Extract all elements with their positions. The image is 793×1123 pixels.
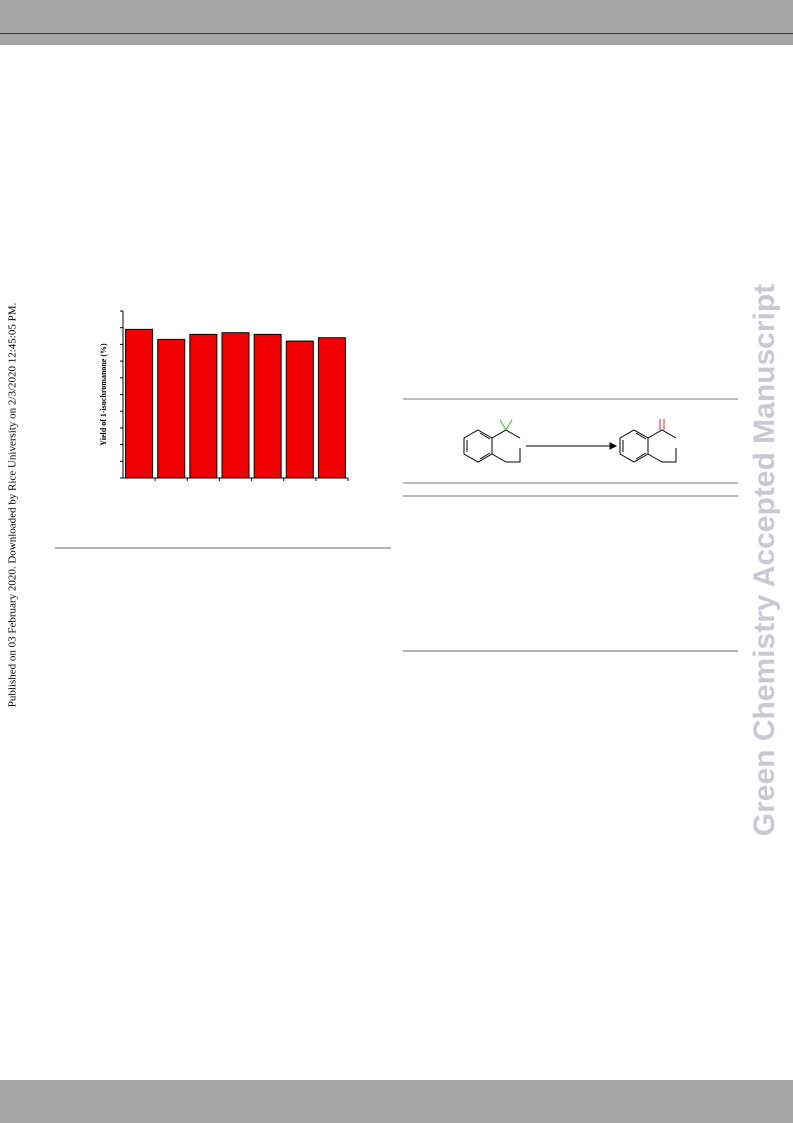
bar xyxy=(157,338,186,479)
bar xyxy=(125,328,154,479)
side-note: Published on 03 February 2020. Downloade… xyxy=(7,302,19,707)
watermark: Green Chemistry Accepted Manuscript xyxy=(748,284,781,836)
bar xyxy=(189,333,218,479)
header-rule xyxy=(0,33,793,34)
bar xyxy=(285,340,314,479)
bar xyxy=(253,333,282,479)
header-band xyxy=(0,0,793,45)
bar xyxy=(221,332,250,479)
bar xyxy=(317,337,346,479)
footer-band xyxy=(0,1080,793,1123)
chart: Yield of 1-isochromanone (%) xyxy=(99,310,349,481)
y-axis-label: Yield of 1-isochromanone (%) xyxy=(99,343,108,446)
scheme xyxy=(463,419,677,463)
